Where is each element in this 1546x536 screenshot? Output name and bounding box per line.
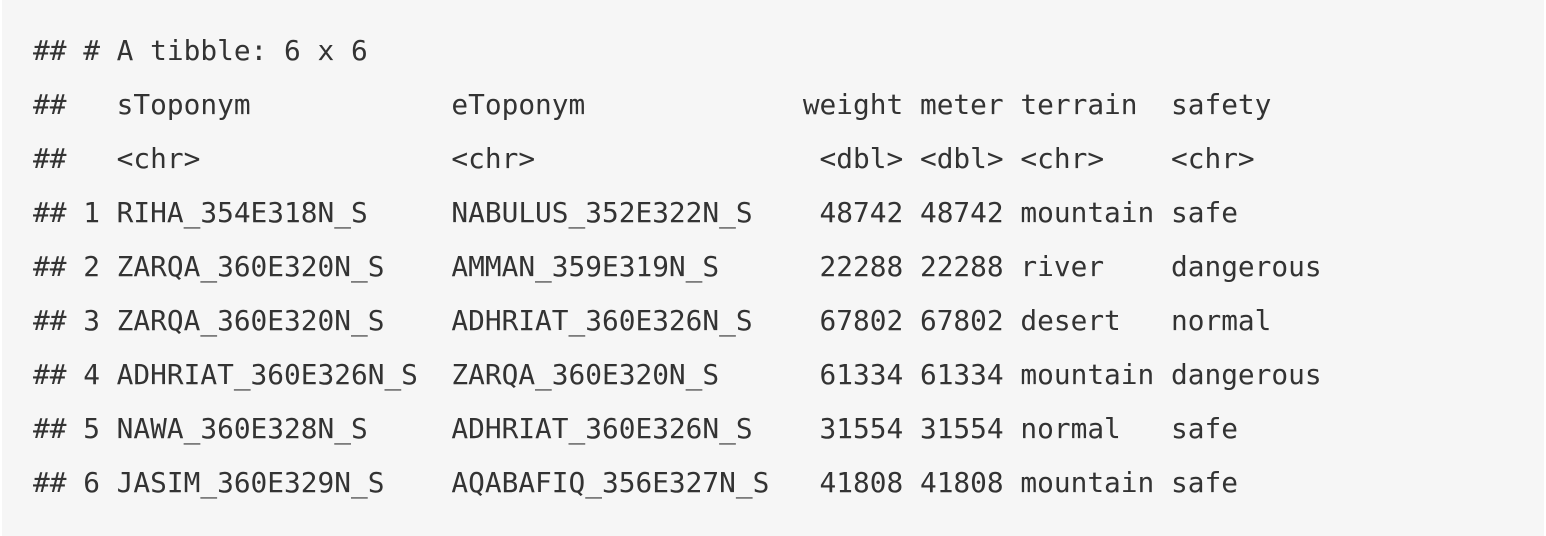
table-row: ## 3 ZARQA_360E320N_S ADHRIAT_360E326N_S… bbox=[33, 304, 1272, 337]
column-types-line: ## <chr> <chr> <dbl> <dbl> <chr> <chr> bbox=[33, 142, 1255, 175]
table-row: ## 5 NAWA_360E328N_S ADHRIAT_360E326N_S … bbox=[33, 412, 1238, 445]
table-row: ## 6 JASIM_360E329N_S AQABAFIQ_356E327N_… bbox=[33, 466, 1238, 499]
table-row: ## 1 RIHA_354E318N_S NABULUS_352E322N_S … bbox=[33, 196, 1238, 229]
table-row: ## 4 ADHRIAT_360E326N_S ZARQA_360E320N_S… bbox=[33, 358, 1322, 391]
table-row: ## 2 ZARQA_360E320N_S AMMAN_359E319N_S 2… bbox=[33, 250, 1322, 283]
column-names-line: ## sToponym eToponym weight meter terrai… bbox=[33, 88, 1272, 121]
tibble-header-line: ## # A tibble: 6 x 6 bbox=[33, 34, 368, 67]
